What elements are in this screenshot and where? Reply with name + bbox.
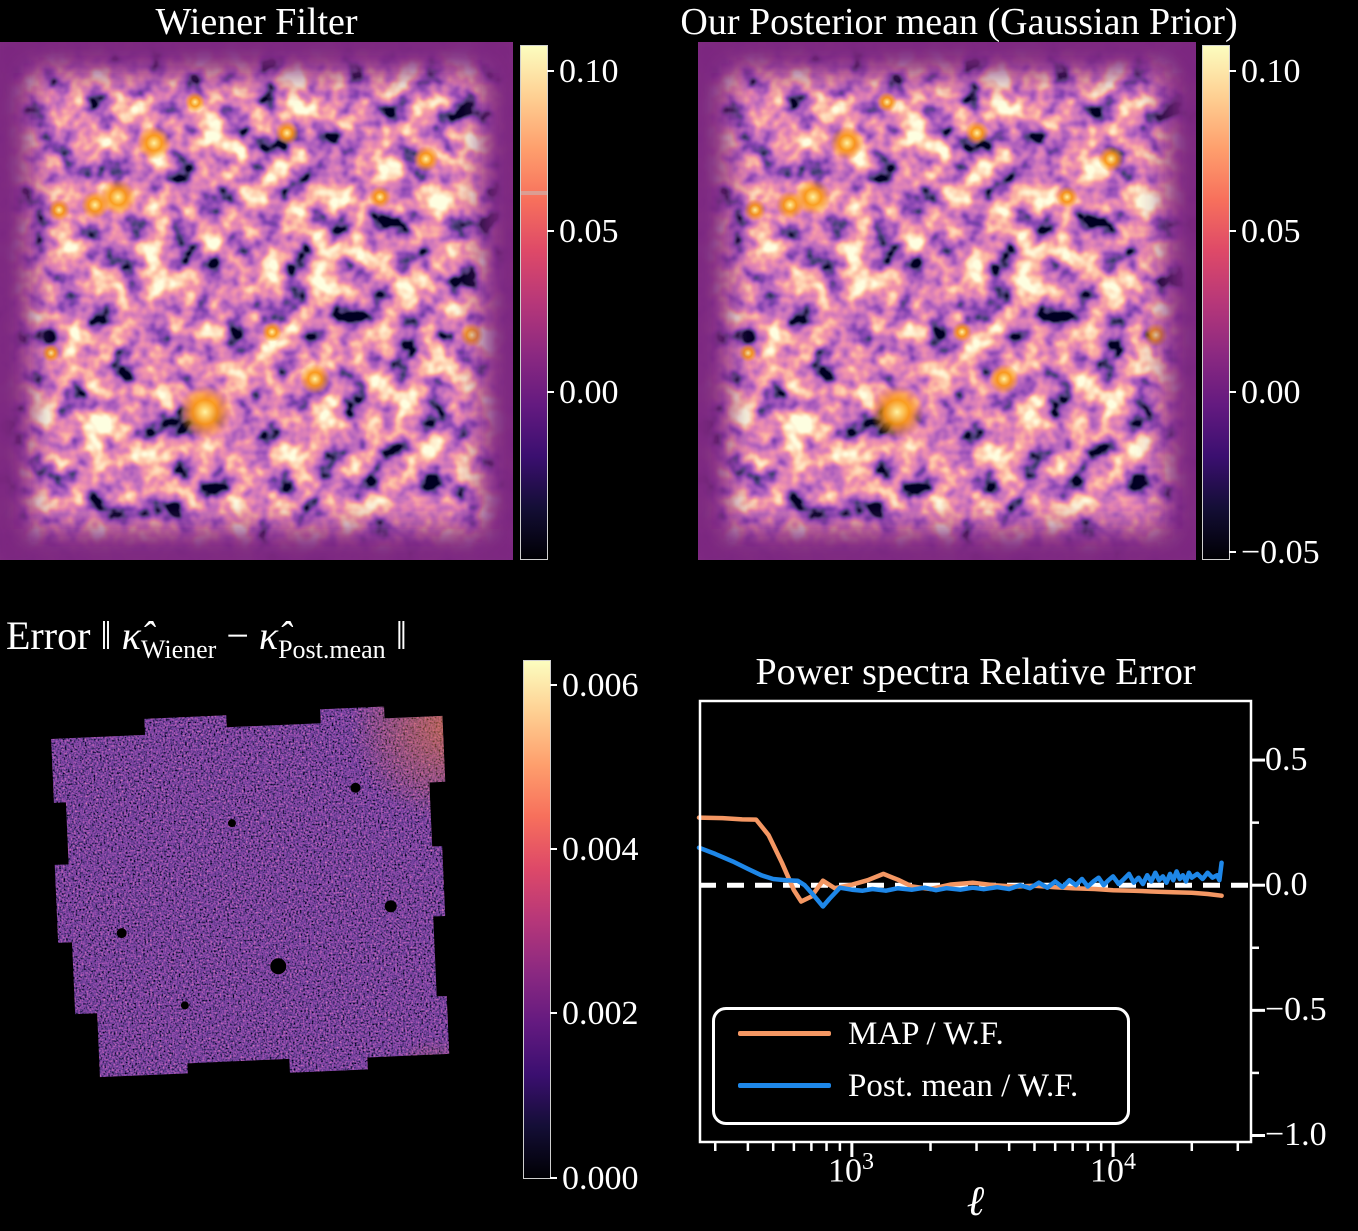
kappa-sub-postmean: Post.mean xyxy=(278,635,386,664)
colorbar-tick xyxy=(1229,391,1236,393)
bright-hotspot xyxy=(369,186,391,208)
error-colorbar: 0.006 0.004 0.002 0.000 xyxy=(523,660,639,1196)
bright-hotspot xyxy=(952,322,972,342)
colorbar-tick-label: 0.05 xyxy=(559,213,619,250)
kappa-hat-2: κ̂ xyxy=(258,613,279,658)
bright-hotspot xyxy=(300,364,330,394)
minus-sign: − xyxy=(226,613,259,658)
masked-hole xyxy=(270,958,287,975)
bright-hotspot xyxy=(877,92,897,112)
colorbar-tick xyxy=(550,684,557,686)
colorbar-tick-label: 0.00 xyxy=(1241,374,1301,411)
masked-hole xyxy=(350,782,361,793)
bright-hotspot xyxy=(413,146,439,172)
colorbar-tick xyxy=(1229,230,1236,232)
colorbar-tick xyxy=(547,70,554,72)
colorbar-tick-label: 0.00 xyxy=(559,374,619,411)
posterior-panel-title: Our Posterior mean (Gaussian Prior) xyxy=(680,1,1238,43)
colorbar-tick-label: 0.05 xyxy=(1241,213,1301,250)
colorbar-tick-label: 0.004 xyxy=(562,831,639,868)
bright-hotspot xyxy=(744,199,766,221)
y-tick-label: 0.0 xyxy=(1265,866,1308,903)
postmean-wf-line-swatch xyxy=(738,1083,831,1088)
bright-hotspot xyxy=(739,344,757,362)
bright-hotspot xyxy=(1056,186,1078,208)
colorbar-tick-label: 0.002 xyxy=(562,995,639,1032)
norm-open: ‖ xyxy=(100,613,112,658)
masked-hole xyxy=(384,900,397,913)
bright-hotspot xyxy=(275,121,299,145)
wiener-colorbar: 0.10 0.05 0.00 xyxy=(520,45,619,560)
colorbar-tick xyxy=(1229,70,1236,72)
kappa-hat-1: κ̂ xyxy=(121,613,141,658)
colorbar-tick xyxy=(550,848,557,850)
masked-hole xyxy=(116,928,127,939)
spectra-chart-svg xyxy=(696,699,1265,1157)
norm-close: ‖ xyxy=(395,613,407,658)
bright-hotspot xyxy=(795,179,831,215)
bright-hotspot xyxy=(989,364,1019,394)
bright-hotspot xyxy=(830,126,864,160)
colorbar-tick-label: 0.10 xyxy=(559,53,619,90)
bright-hotspot xyxy=(137,126,171,160)
power-spectra-plot xyxy=(696,699,1265,1157)
bright-hotspot xyxy=(48,199,70,221)
map-wf-line-swatch xyxy=(738,1031,831,1036)
wiener-map-noise xyxy=(0,42,513,560)
colorbar-tick xyxy=(547,391,554,393)
colorbar-tick xyxy=(547,230,554,232)
plot-frame xyxy=(698,699,1253,1144)
wiener-panel-title: Wiener Filter xyxy=(155,1,358,43)
bright-hotspot xyxy=(1144,323,1168,347)
error-panel-title: Error ‖ κ̂Wiener − κ̂Post.mean ‖ xyxy=(6,612,407,665)
legend-row-postmean: Post. mean / W.F. xyxy=(715,1066,1127,1106)
bright-hotspot xyxy=(460,323,484,347)
series-line-postmean-wf xyxy=(696,845,1224,909)
kappa-sub-wiener: Wiener xyxy=(140,635,217,664)
colorbar-tick-label: −0.05 xyxy=(1241,534,1320,571)
legend-row-map: MAP / W.F. xyxy=(715,1014,1127,1054)
bright-hotspot xyxy=(262,322,282,342)
x-tick-label: 103 xyxy=(828,1149,874,1190)
colorbar-tick xyxy=(550,1177,557,1179)
colorbar-tick-label: 0.000 xyxy=(562,1160,639,1197)
wiener-filter-heatmap xyxy=(0,42,513,560)
colorbar-tick-label: 0.006 xyxy=(562,667,639,704)
colorbar-tick xyxy=(1229,551,1236,553)
bright-hotspot xyxy=(100,179,136,215)
colorbar-tick-label: 0.10 xyxy=(1241,53,1301,90)
posterior-mean-heatmap xyxy=(698,42,1196,560)
posterior-map-noise xyxy=(698,42,1196,560)
legend-label-map-wf: MAP / W.F. xyxy=(848,1016,1004,1052)
error-title-prefix: Error xyxy=(6,613,101,658)
spectra-panel-title: Power spectra Relative Error xyxy=(755,651,1196,693)
masked-hole xyxy=(227,819,236,828)
x-axis-label-ell: ℓ xyxy=(966,1179,985,1225)
legend-label-postmean-wf: Post. mean / W.F. xyxy=(848,1068,1079,1104)
bright-hotspot xyxy=(1098,146,1124,172)
bright-hotspot xyxy=(42,344,60,362)
y-tick-label: −1.0 xyxy=(1265,1116,1327,1153)
error-residual-heatmap xyxy=(30,672,490,1112)
bright-hotspot xyxy=(178,385,232,439)
colorbar-marker-band xyxy=(521,191,547,195)
colorbar-tick xyxy=(550,1012,557,1014)
bright-hotspot xyxy=(870,385,924,439)
bright-hotspot xyxy=(965,121,989,145)
y-tick-label: −0.5 xyxy=(1265,991,1327,1028)
bright-hotspot xyxy=(185,92,205,112)
legend: MAP / W.F. Post. mean / W.F. xyxy=(712,1007,1130,1125)
y-tick-label: 0.5 xyxy=(1265,741,1308,778)
posterior-colorbar: 0.10 0.05 0.00 −0.05 xyxy=(1202,45,1320,570)
x-tick-label: 104 xyxy=(1090,1149,1136,1190)
masked-hole xyxy=(180,1001,189,1010)
error-map-noise xyxy=(48,703,458,1083)
